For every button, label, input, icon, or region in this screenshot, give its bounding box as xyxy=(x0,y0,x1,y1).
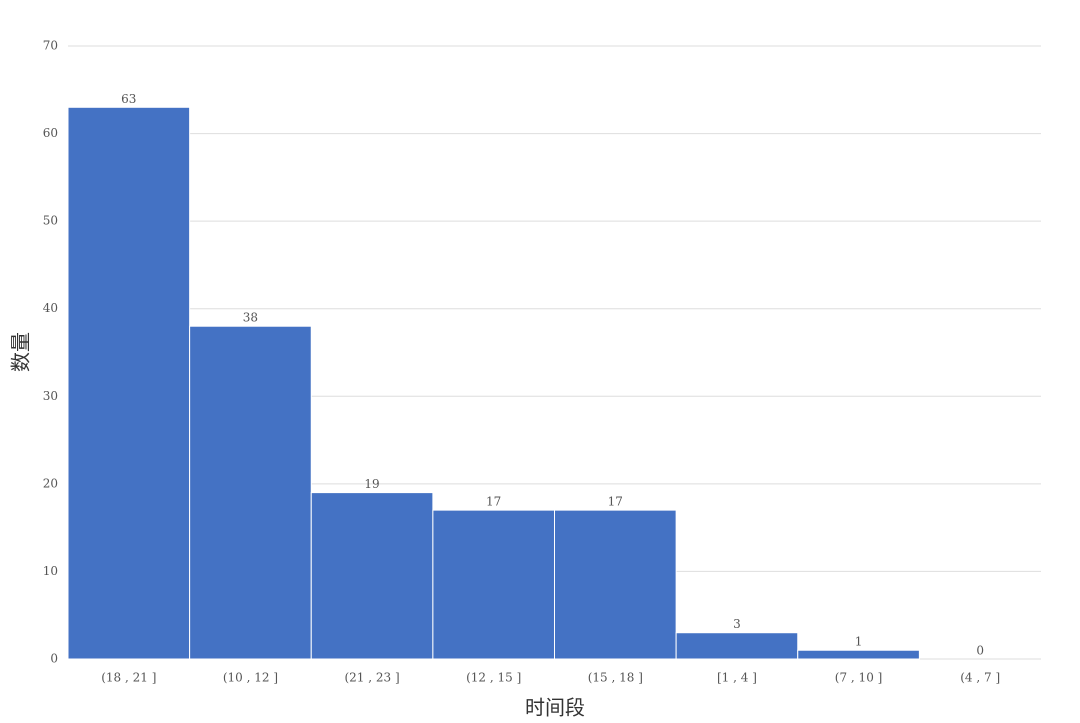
bar xyxy=(189,325,312,660)
y-tick-label: 40 xyxy=(43,301,58,315)
x-axis-title: 时间段 xyxy=(525,696,585,720)
data-label: 63 xyxy=(121,92,136,106)
y-tick-label: 10 xyxy=(43,564,58,578)
y-tick-label: 50 xyxy=(43,214,58,228)
bar xyxy=(675,632,799,660)
bar xyxy=(310,492,434,660)
y-tick-label: 30 xyxy=(43,389,58,403)
x-tick-label: (7 , 10 ] xyxy=(835,671,883,685)
x-tick-label: (15 , 18 ] xyxy=(588,671,643,685)
data-label: 19 xyxy=(364,477,379,491)
data-label: 38 xyxy=(243,311,258,325)
x-tick-label: (4 , 7 ] xyxy=(960,671,1000,685)
data-label: 17 xyxy=(608,495,623,509)
data-label: 17 xyxy=(486,495,501,509)
y-tick-label: 70 xyxy=(43,39,58,53)
y-tick-label: 20 xyxy=(43,476,58,490)
x-tick-label: (10 , 12 ] xyxy=(223,671,278,685)
x-tick-label: (12 , 15 ] xyxy=(466,671,521,685)
bar xyxy=(554,509,677,660)
bar xyxy=(432,509,555,660)
data-label: 0 xyxy=(976,644,984,658)
y-tick-label: 0 xyxy=(50,652,58,666)
data-label: 3 xyxy=(733,617,741,631)
x-tick-label: [1 , 4 ] xyxy=(717,671,757,685)
x-tick-label: (18 , 21 ] xyxy=(101,671,156,685)
bar xyxy=(797,649,920,660)
bar xyxy=(67,106,191,660)
y-tick-label: 60 xyxy=(43,126,58,140)
x-tick-label: (21 , 23 ] xyxy=(344,671,399,685)
y-axis-title: 数量 xyxy=(9,332,33,372)
data-label: 1 xyxy=(855,635,863,649)
